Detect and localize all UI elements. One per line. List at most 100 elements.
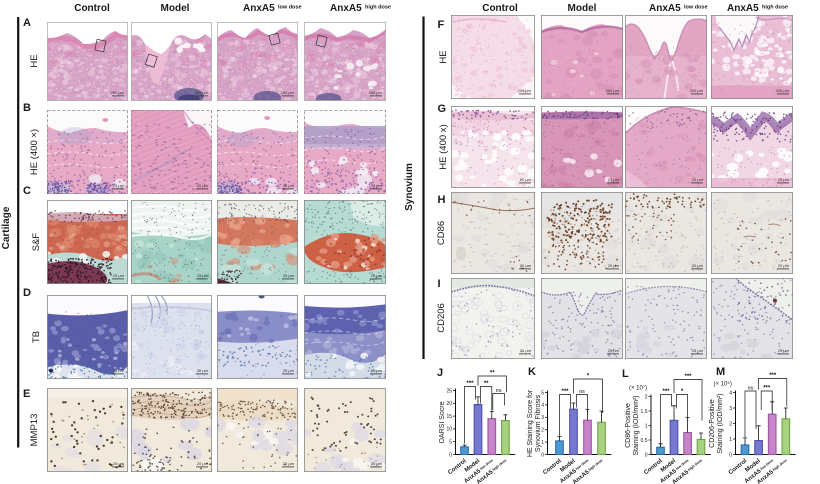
svg-text:ns: ns	[748, 386, 754, 392]
svg-text:20 μm: 20 μm	[778, 263, 790, 268]
svg-text:AnxA5: AnxA5	[727, 3, 759, 14]
svg-text:AnxA5: AnxA5	[243, 3, 275, 14]
svg-text:Cartilage: Cartilage	[1, 206, 12, 249]
svg-text:F: F	[438, 19, 445, 31]
svg-text:20 μm: 20 μm	[608, 263, 620, 268]
svg-text:***: ***	[561, 389, 569, 395]
svg-text:20 μm: 20 μm	[692, 263, 704, 268]
svg-text:***: ***	[763, 386, 771, 392]
svg-text:25: 25	[446, 388, 452, 394]
svg-text:CD86-Positive: CD86-Positive	[625, 403, 632, 448]
svg-text:***: ***	[466, 381, 474, 387]
svg-text:25 μm: 25 μm	[371, 183, 383, 188]
svg-text:low dose: low dose	[684, 5, 708, 11]
svg-text:S&F: S&F	[31, 233, 42, 252]
svg-text:HE: HE	[29, 54, 40, 67]
svg-text:***: ***	[662, 389, 670, 395]
svg-text:H: H	[438, 194, 446, 206]
svg-text:2: 2	[729, 421, 732, 427]
svg-text:G: G	[438, 103, 447, 115]
svg-text:25 μm: 25 μm	[197, 273, 209, 278]
svg-text:15: 15	[446, 414, 452, 420]
svg-text:200 μm: 200 μm	[606, 88, 620, 93]
svg-text:3: 3	[729, 406, 732, 412]
svg-text:250 μm: 250 μm	[111, 90, 125, 95]
svg-text:20 μm: 20 μm	[520, 177, 532, 182]
svg-text:4: 4	[729, 390, 732, 396]
svg-text:25 μm: 25 μm	[608, 348, 620, 353]
svg-text:low dose: low dose	[278, 5, 302, 11]
svg-text:0: 0	[729, 452, 732, 458]
svg-text:A: A	[23, 17, 31, 29]
svg-text:Model: Model	[161, 3, 190, 14]
svg-text:HE (400 ×): HE (400 ×)	[29, 129, 40, 175]
svg-text:2: 2	[645, 394, 648, 400]
svg-text:HE Staining Score for: HE Staining Score for	[527, 389, 534, 457]
svg-text:AnxA5: AnxA5	[330, 3, 362, 14]
svg-text:ns: ns	[496, 388, 502, 394]
svg-text:***: ***	[769, 373, 777, 379]
svg-text:25 μm: 25 μm	[197, 183, 209, 188]
svg-text:J: J	[437, 367, 443, 379]
svg-text:25 μm: 25 μm	[197, 368, 209, 373]
svg-text:200 μm: 200 μm	[776, 88, 790, 93]
svg-text:3: 3	[541, 415, 544, 421]
svg-text:0: 0	[645, 452, 648, 458]
svg-text:5: 5	[541, 390, 544, 396]
svg-text:25 μm: 25 μm	[113, 273, 125, 278]
svg-text:1: 1	[541, 440, 544, 446]
svg-text:25 μm: 25 μm	[371, 273, 383, 278]
svg-text:2: 2	[541, 428, 544, 434]
svg-text:20 μm: 20 μm	[520, 263, 532, 268]
svg-text:***: ***	[684, 374, 692, 380]
svg-text:25 μm: 25 μm	[371, 461, 383, 466]
svg-text:OARSI Socre: OARSI Socre	[439, 401, 446, 443]
svg-text:200 μm: 200 μm	[518, 88, 532, 93]
svg-text:CD86: CD86	[436, 221, 447, 245]
svg-text:25 μm: 25 μm	[692, 348, 704, 353]
svg-text:25 μm: 25 μm	[283, 461, 295, 466]
svg-text:25 μm: 25 μm	[520, 348, 532, 353]
svg-text:*: *	[681, 389, 684, 395]
svg-text:0.5: 0.5	[641, 438, 648, 444]
svg-text:D: D	[23, 287, 31, 299]
svg-text:250 μm: 250 μm	[369, 90, 383, 95]
svg-text:25 μm: 25 μm	[283, 368, 295, 373]
svg-text:25 μm: 25 μm	[113, 368, 125, 373]
svg-text:250 μm: 250 μm	[195, 90, 209, 95]
svg-text:HE: HE	[438, 50, 449, 63]
svg-text:MMP13: MMP13	[29, 414, 40, 447]
svg-text:*: *	[587, 374, 590, 380]
svg-text:Control: Control	[482, 3, 518, 14]
svg-text:high dose: high dose	[365, 5, 391, 11]
svg-text:CD206-Positive: CD206-Positive	[709, 399, 716, 448]
svg-text:K: K	[528, 366, 536, 378]
svg-text:M: M	[716, 366, 725, 378]
svg-text:**: **	[490, 371, 495, 377]
svg-text:Model: Model	[568, 3, 597, 14]
svg-text:25 μm: 25 μm	[197, 461, 209, 466]
svg-text:B: B	[23, 102, 31, 114]
svg-text:Synovium: Synovium	[404, 163, 415, 211]
svg-text:5: 5	[449, 440, 452, 446]
svg-text:HE (400 x): HE (400 x)	[438, 124, 449, 169]
svg-text:**: **	[484, 381, 489, 387]
svg-text:1.5: 1.5	[641, 409, 648, 415]
svg-text:10: 10	[446, 427, 452, 433]
svg-text:ns: ns	[579, 389, 585, 395]
svg-text:TB: TB	[31, 331, 42, 343]
svg-text:I: I	[438, 278, 441, 290]
svg-text:(× 10⁵): (× 10⁵)	[714, 381, 732, 388]
svg-text:25 μm: 25 μm	[113, 461, 125, 466]
svg-text:Staining (IOD/mm²): Staining (IOD/mm²)	[633, 395, 640, 455]
svg-text:high dose: high dose	[762, 5, 788, 11]
svg-text:L: L	[622, 368, 629, 380]
svg-text:200 μm: 200 μm	[690, 88, 704, 93]
svg-text:25 μm: 25 μm	[283, 273, 295, 278]
svg-text:Synovium Fibrosis: Synovium Fibrosis	[535, 394, 542, 452]
svg-text:250 μm: 250 μm	[281, 90, 295, 95]
svg-text:25 μm: 25 μm	[371, 368, 383, 373]
svg-text:1: 1	[645, 423, 648, 429]
svg-text:4: 4	[541, 403, 544, 409]
svg-text:25 μm: 25 μm	[778, 348, 790, 353]
